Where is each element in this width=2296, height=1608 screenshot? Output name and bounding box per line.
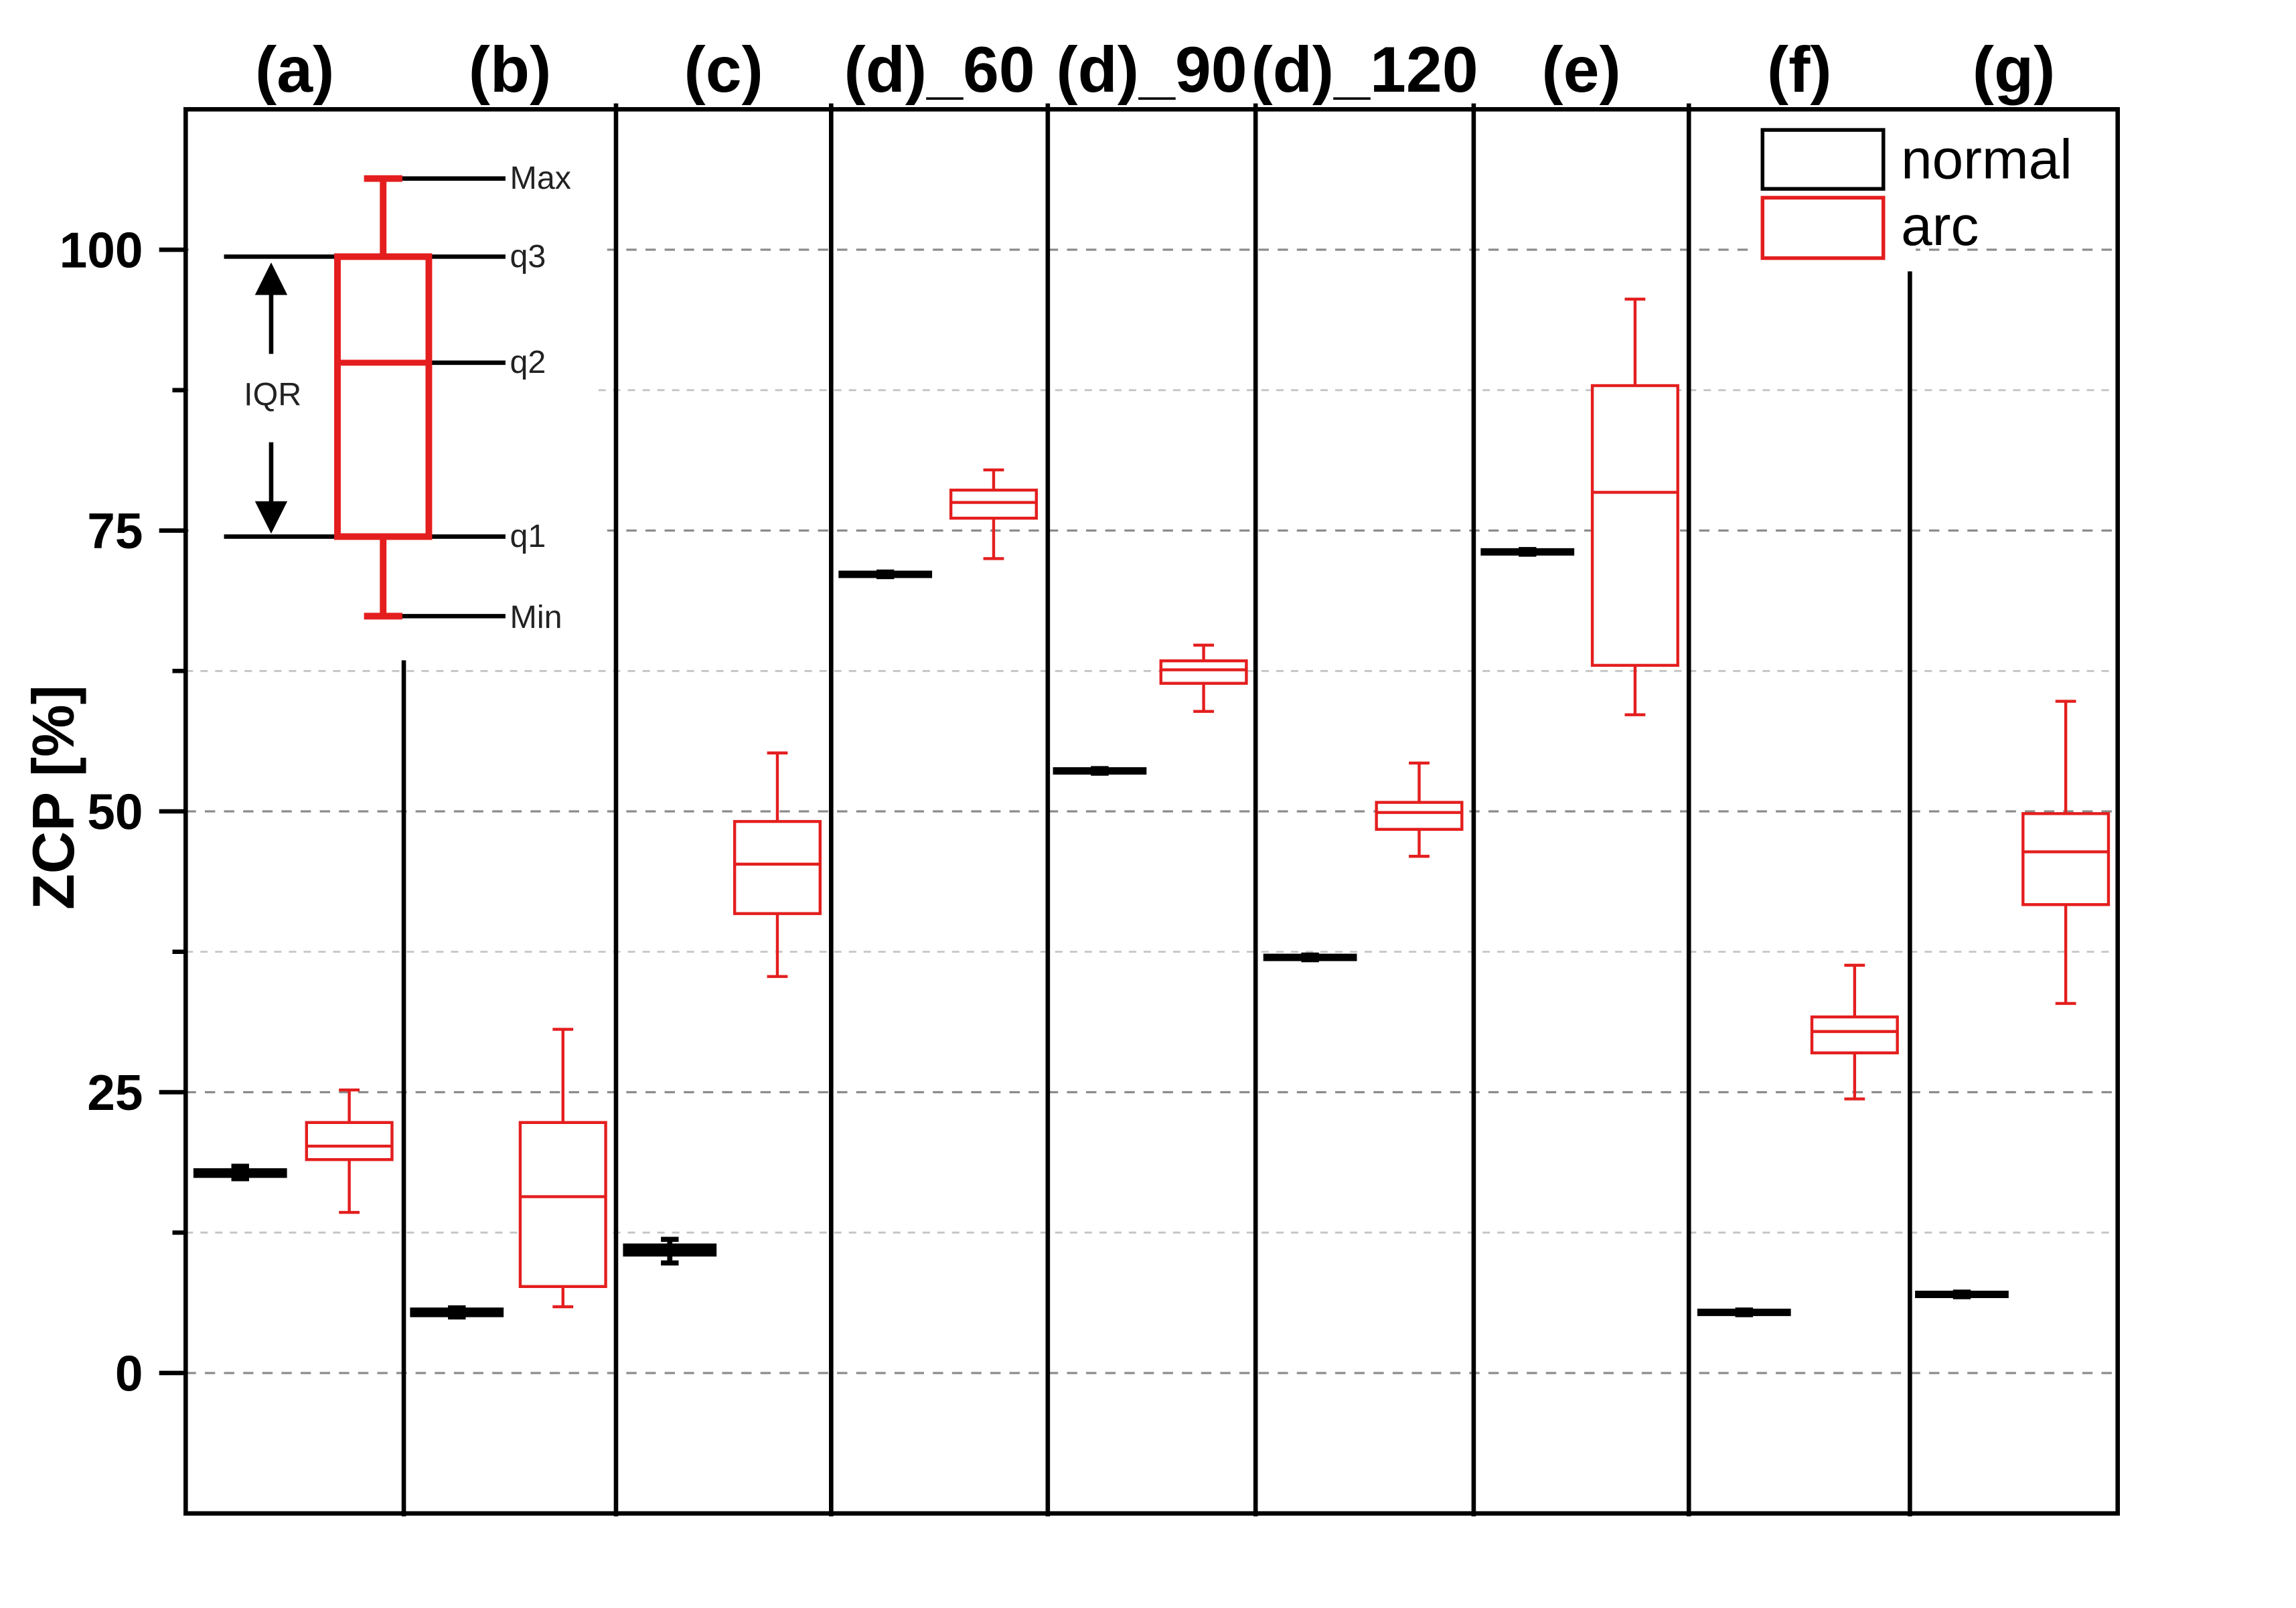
arc-box-plot <box>1810 963 1899 1101</box>
arc-box-plot <box>949 468 1038 560</box>
arc-box-plot <box>2021 700 2111 1006</box>
box-key-background <box>188 112 599 659</box>
key-max-label: Max <box>510 160 571 196</box>
arc-box <box>518 1121 607 1288</box>
key-min-label: Min <box>510 599 562 635</box>
legend: normal arc <box>1760 128 2072 260</box>
legend-background <box>1748 118 1916 272</box>
arc-box <box>1375 801 1464 831</box>
legend-label-arc: arc <box>1901 194 1979 257</box>
panel-label: (f) <box>1767 33 1832 106</box>
panel-label: (d)_120 <box>1251 33 1478 106</box>
legend-label-normal: normal <box>1901 128 2072 191</box>
arc-box-plot <box>1159 643 1248 713</box>
box-plot-key: IQR Max q3 q2 q1 Min <box>224 160 571 635</box>
arc-box-plot <box>1375 761 1464 858</box>
key-q3-label: q3 <box>510 238 546 274</box>
normal-box-plot <box>838 569 933 580</box>
normal-box-plot <box>1697 1307 1791 1317</box>
key-q1-label: q1 <box>510 518 546 554</box>
key-box <box>334 253 433 540</box>
arc-box-plot <box>305 1088 394 1214</box>
arc-box <box>1810 1015 1899 1054</box>
y-tick-label: 100 <box>60 222 143 278</box>
arc-box <box>733 819 822 915</box>
normal-box-plot <box>193 1163 287 1182</box>
iqr-label: IQR <box>244 377 301 413</box>
y-axis-title: ZCP [%] <box>20 685 86 910</box>
axis-labels: 0 25 50 75 100 (a) (b) (c) (d)_60 (d)_90 (d)_120 (e… <box>60 33 2056 1402</box>
key-q2-label: q2 <box>510 344 546 380</box>
normal-box-plot <box>1915 1289 2009 1299</box>
arc-box <box>2021 812 2111 906</box>
y-tick-label: 25 <box>87 1064 143 1121</box>
iqr-arrow-up-icon <box>254 262 288 295</box>
plot-border <box>183 106 2120 1516</box>
y-tick-label: 75 <box>87 503 143 559</box>
panel-label: (d)_60 <box>844 33 1035 106</box>
plot-frame <box>159 103 2120 1517</box>
box-plots <box>193 297 2111 1319</box>
panel-label: (d)_90 <box>1056 33 1247 106</box>
normal-box-plot <box>623 1236 717 1266</box>
normal-box-plot <box>1263 952 1357 963</box>
y-tick-label: 0 <box>115 1345 143 1401</box>
legend-swatch-arc <box>1760 195 1886 260</box>
panel-label: (a) <box>255 33 334 106</box>
arc-box <box>1590 384 1679 667</box>
panel-label: (c) <box>684 33 763 106</box>
panel-label: (g) <box>1973 33 2056 106</box>
arc-box-plot <box>518 1028 607 1309</box>
legend-swatch-normal <box>1760 128 1886 191</box>
arc-box <box>305 1121 394 1161</box>
arc-box-plot <box>733 751 822 978</box>
normal-box-plot <box>410 1305 504 1319</box>
panel-label: (e) <box>1541 33 1620 106</box>
arc-box <box>1159 659 1248 685</box>
normal-box-plot <box>1053 766 1147 776</box>
arc-box-plot <box>1590 297 1679 716</box>
iqr-arrow-down-icon <box>254 501 288 534</box>
y-tick-label: 50 <box>87 783 143 839</box>
normal-box-plot <box>1480 547 1575 557</box>
panel-label: (b) <box>469 33 552 106</box>
grid-lines <box>185 248 2118 1374</box>
arc-box <box>949 488 1038 520</box>
